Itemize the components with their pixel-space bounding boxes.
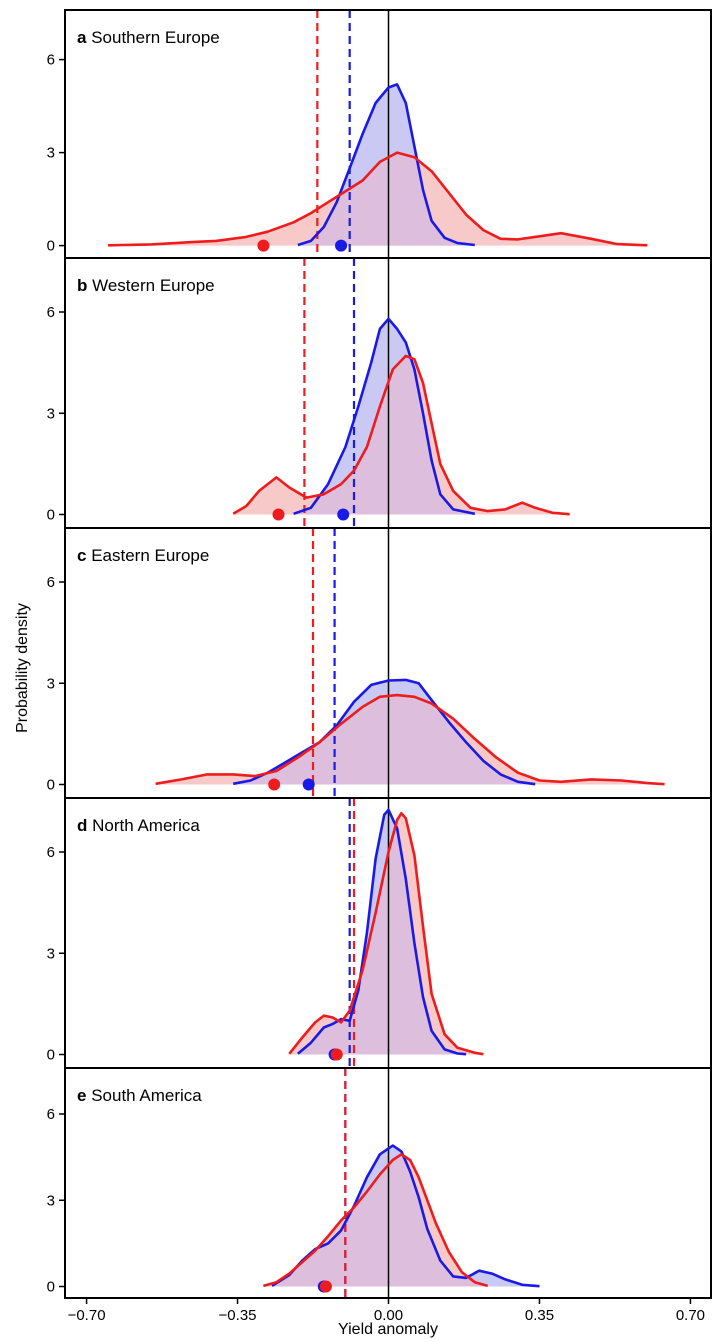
y-tick-label: 0 xyxy=(47,238,55,255)
panel-a: 0 3 6 a Southern Europe xyxy=(47,9,712,259)
panel-title: a Southern Europe xyxy=(77,28,220,47)
panel-d: 0 3 6 d North America xyxy=(47,797,712,1069)
x-tick-label: 0.00 xyxy=(374,1307,403,1324)
overlap-density-fill xyxy=(297,152,475,246)
y-tick-label: 6 xyxy=(47,52,55,69)
panel-region: South America xyxy=(86,1086,202,1105)
y-axis-title: Probability density xyxy=(14,603,31,733)
panel-letter: d xyxy=(77,816,87,835)
red-dot xyxy=(330,1048,343,1061)
x-tick-label: 0.70 xyxy=(676,1307,705,1324)
red-dot xyxy=(272,508,285,521)
y-tick-label: 6 xyxy=(47,304,55,321)
red-density-line xyxy=(288,811,484,1056)
y-tick-label: 6 xyxy=(47,1106,55,1123)
x-tick-label: 0.35 xyxy=(525,1307,554,1324)
panel-plot-area xyxy=(108,10,648,258)
panel-b: 0 3 6 b Western Europe xyxy=(47,257,712,529)
x-tick-label: −0.35 xyxy=(219,1307,257,1324)
red-dot xyxy=(319,1280,332,1293)
y-tick-label: 0 xyxy=(47,1047,55,1064)
y-tick-label: 3 xyxy=(47,405,55,422)
overlap-density-fill xyxy=(297,813,467,1055)
panel-region: North America xyxy=(87,816,200,835)
red-density-line xyxy=(232,354,570,516)
panel-letter: a xyxy=(77,28,87,47)
panel-title: e South America xyxy=(77,1086,202,1105)
y-tick-label: 6 xyxy=(47,574,55,591)
y-tick-label: 0 xyxy=(47,1279,55,1296)
y-tick-label: 6 xyxy=(47,844,55,861)
red-density-line xyxy=(263,1153,489,1288)
panel-region: Western Europe xyxy=(87,276,214,295)
red-density-line xyxy=(108,151,648,247)
y-tick-label: 0 xyxy=(47,777,55,794)
x-tick-label: −0.70 xyxy=(68,1307,106,1324)
panel-letter: e xyxy=(77,1086,86,1105)
x-axis: −0.70 −0.35 0.00 0.35 0.70 xyxy=(68,1298,705,1324)
y-tick-label: 0 xyxy=(47,507,55,524)
panel-plot-area xyxy=(232,258,570,528)
panel-title: c Eastern Europe xyxy=(77,546,209,565)
panel-title: b Western Europe xyxy=(77,276,215,295)
blue-density-line xyxy=(293,317,476,516)
red-dot xyxy=(268,778,281,791)
blue-density-line xyxy=(297,808,467,1056)
panel-region: Eastern Europe xyxy=(86,546,209,565)
x-axis-title: Yield anomaly xyxy=(338,1321,438,1338)
red-dot xyxy=(257,239,270,252)
panel-plot-area xyxy=(288,798,484,1068)
blue-density-line xyxy=(297,83,475,247)
panel-letter: b xyxy=(77,276,87,295)
panel-title: d North America xyxy=(77,816,200,835)
blue-density-line xyxy=(232,678,536,786)
blue-dot xyxy=(337,508,350,521)
blue-dot xyxy=(302,778,315,791)
blue-density-line xyxy=(271,1144,540,1288)
panel-region: Southern Europe xyxy=(86,28,219,47)
panel-e: 0 3 6 e South America xyxy=(47,1067,712,1299)
panel-c: 0 3 6 c Eastern Europe xyxy=(47,527,712,799)
panel-plot-area xyxy=(155,528,665,798)
y-tick-label: 3 xyxy=(47,945,55,962)
panel-plot-area xyxy=(263,1068,540,1298)
overlap-density-fill xyxy=(293,355,475,515)
panel-letter: c xyxy=(77,546,86,565)
overlap-density-fill xyxy=(272,1154,488,1287)
y-tick-label: 3 xyxy=(47,145,55,162)
red-density-line xyxy=(155,693,665,786)
y-tick-label: 3 xyxy=(47,1192,55,1209)
blue-dot xyxy=(335,239,348,252)
overlap-density-fill xyxy=(233,695,536,785)
y-tick-label: 3 xyxy=(47,675,55,692)
